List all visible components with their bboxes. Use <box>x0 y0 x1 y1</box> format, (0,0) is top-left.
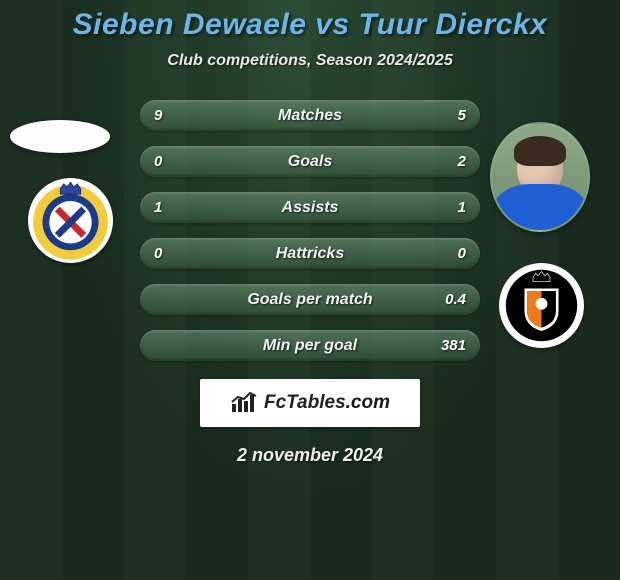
stat-right-value: 2 <box>458 153 466 170</box>
stat-label: Assists <box>140 199 480 217</box>
date-label: 2 november 2024 <box>0 445 620 466</box>
stat-right-value: 381 <box>441 337 466 354</box>
right-player-avatar <box>490 122 590 232</box>
left-club-crest <box>28 178 113 263</box>
stat-right-value: 0 <box>458 245 466 262</box>
stat-row: 0 Goals 2 <box>140 146 480 177</box>
stat-row: Min per goal 381 <box>140 330 480 361</box>
stat-label: Goals <box>140 153 480 171</box>
stat-row: 1 Assists 1 <box>140 192 480 223</box>
stat-left-value: 1 <box>154 199 162 216</box>
right-club-crest <box>499 263 584 348</box>
brand-name: FcTables <box>264 392 346 413</box>
stat-label: Goals per match <box>140 291 480 309</box>
stat-label: Min per goal <box>140 337 480 355</box>
stat-row: Goals per match 0.4 <box>140 284 480 315</box>
brand-badge: FcTables.com <box>200 379 420 427</box>
stat-left-value: 0 <box>154 245 162 262</box>
stat-left-value: 9 <box>154 107 162 124</box>
subtitle: Club competitions, Season 2024/2025 <box>0 52 620 70</box>
stat-right-value: 1 <box>458 199 466 216</box>
chart-icon <box>230 392 258 414</box>
brand-domain: .com <box>346 392 390 413</box>
left-player-avatar <box>10 120 110 153</box>
stat-label: Matches <box>140 107 480 125</box>
stat-row: 0 Hattricks 0 <box>140 238 480 269</box>
stat-row: 9 Matches 5 <box>140 100 480 131</box>
stat-label: Hattricks <box>140 245 480 263</box>
stat-right-value: 0.4 <box>445 291 466 308</box>
stat-left-value: 0 <box>154 153 162 170</box>
brand-text: FcTables.com <box>264 392 390 414</box>
page-title: Sieben Dewaele vs Tuur Dierckx <box>0 0 620 42</box>
stat-right-value: 5 <box>458 107 466 124</box>
